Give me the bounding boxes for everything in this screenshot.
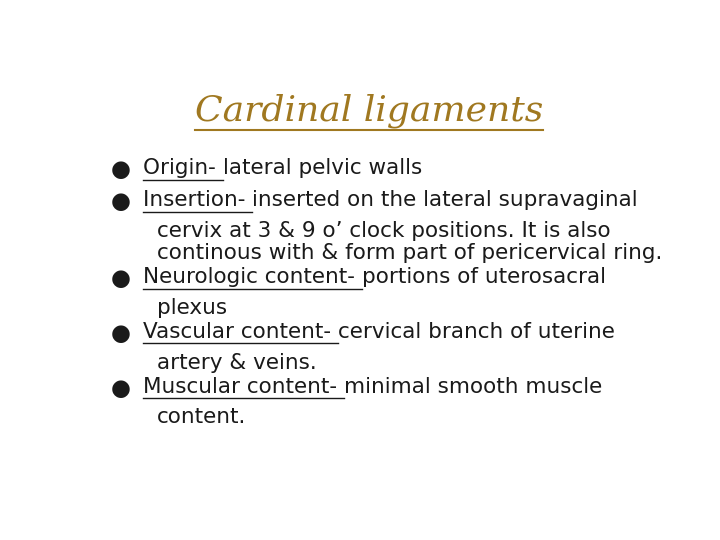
Text: plexus: plexus bbox=[157, 298, 227, 318]
Text: content.: content. bbox=[157, 407, 246, 428]
Text: Neurologic content-: Neurologic content- bbox=[143, 267, 361, 287]
Text: Origin-: Origin- bbox=[143, 158, 222, 178]
Text: portions of uterosacral: portions of uterosacral bbox=[361, 267, 606, 287]
Text: Muscular content-: Muscular content- bbox=[143, 377, 344, 397]
Text: inserted on the lateral supravaginal: inserted on the lateral supravaginal bbox=[252, 191, 638, 211]
Text: ●: ● bbox=[111, 377, 131, 400]
Text: ●: ● bbox=[111, 267, 131, 291]
Text: cervix at 3 & 9 o’ clock positions. It is also: cervix at 3 & 9 o’ clock positions. It i… bbox=[157, 221, 611, 241]
Text: ●: ● bbox=[111, 158, 131, 181]
Text: ●: ● bbox=[111, 191, 131, 213]
Text: cervical branch of uterine: cervical branch of uterine bbox=[338, 322, 615, 342]
Text: ●: ● bbox=[111, 322, 131, 345]
Text: Cardinal ligaments: Cardinal ligaments bbox=[195, 94, 543, 129]
Text: lateral pelvic walls: lateral pelvic walls bbox=[222, 158, 422, 178]
Text: Vascular content-: Vascular content- bbox=[143, 322, 338, 342]
Text: artery & veins.: artery & veins. bbox=[157, 353, 317, 373]
Text: Insertion-: Insertion- bbox=[143, 191, 252, 211]
Text: continous with & form part of pericervical ring.: continous with & form part of pericervic… bbox=[157, 243, 662, 263]
Text: minimal smooth muscle: minimal smooth muscle bbox=[344, 377, 602, 397]
